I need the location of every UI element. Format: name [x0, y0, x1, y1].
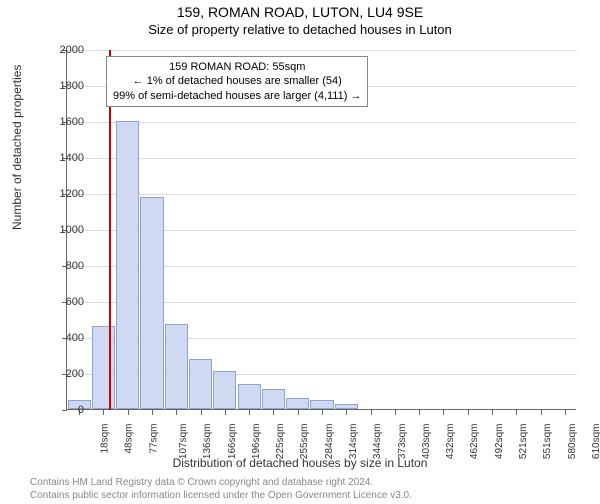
xtick-label: 48sqm [124, 424, 135, 454]
histogram-bar [335, 404, 358, 409]
xtick-label: 462sqm [470, 424, 481, 460]
xtick-mark [443, 410, 444, 415]
annotation-line3: 99% of semi-detached houses are larger (… [113, 89, 361, 103]
xtick-mark [273, 410, 274, 415]
gridline [67, 158, 577, 159]
xtick-label: 284sqm [324, 424, 335, 460]
ytick-label: 600 [44, 296, 84, 308]
xtick-mark [298, 410, 299, 415]
ytick-label: 1400 [44, 152, 84, 164]
ytick-label: 0 [44, 404, 84, 416]
xtick-mark [565, 410, 566, 415]
xtick-mark [322, 410, 323, 415]
xtick-label: 403sqm [421, 424, 432, 460]
gridline [67, 50, 577, 51]
xtick-mark [176, 410, 177, 415]
footnote-line1: Contains HM Land Registry data © Crown c… [30, 476, 412, 489]
x-axis-label: Distribution of detached houses by size … [0, 456, 600, 470]
page-title: 159, ROMAN ROAD, LUTON, LU4 9SE [0, 4, 600, 20]
xtick-label: 344sqm [372, 424, 383, 460]
xtick-mark [516, 410, 517, 415]
xtick-mark [249, 410, 250, 415]
histogram-bar [140, 197, 163, 409]
gridline [67, 194, 577, 195]
annotation-line2: ← 1% of detached houses are smaller (54) [113, 74, 361, 88]
xtick-mark [201, 410, 202, 415]
histogram-bar [310, 400, 333, 409]
xtick-label: 166sqm [227, 424, 238, 460]
xtick-mark [419, 410, 420, 415]
histogram-bar [165, 324, 188, 409]
ytick-label: 1200 [44, 188, 84, 200]
xtick-label: 196sqm [251, 424, 262, 460]
xtick-mark [541, 410, 542, 415]
xtick-mark [395, 410, 396, 415]
annotation-line1: 159 ROMAN ROAD: 55sqm [113, 60, 361, 74]
footnote-line2: Contains public sector information licen… [30, 489, 412, 502]
xtick-mark [128, 410, 129, 415]
histogram-bar [213, 371, 236, 409]
page-subtitle: Size of property relative to detached ho… [0, 22, 600, 37]
y-axis-label: Number of detached properties [10, 65, 24, 230]
xtick-mark [225, 410, 226, 415]
ytick-label: 2000 [44, 44, 84, 56]
xtick-mark [468, 410, 469, 415]
xtick-label: 225sqm [275, 424, 286, 460]
chart-area: 18sqm48sqm77sqm107sqm136sqm166sqm196sqm2… [66, 50, 576, 410]
histogram-bar [116, 121, 139, 409]
xtick-label: 314sqm [348, 424, 359, 460]
xtick-label: 18sqm [100, 424, 111, 454]
histogram-bar [92, 326, 115, 409]
xtick-label: 521sqm [518, 424, 529, 460]
xtick-label: 373sqm [397, 424, 408, 460]
xtick-label: 107sqm [178, 424, 189, 460]
gridline [67, 122, 577, 123]
ytick-label: 200 [44, 368, 84, 380]
footnote: Contains HM Land Registry data © Crown c… [30, 476, 412, 502]
xtick-mark [371, 410, 372, 415]
ytick-label: 800 [44, 260, 84, 272]
ytick-label: 400 [44, 332, 84, 344]
xtick-label: 492sqm [494, 424, 505, 460]
annotation-box: 159 ROMAN ROAD: 55sqm ← 1% of detached h… [106, 56, 368, 107]
xtick-mark [152, 410, 153, 415]
xtick-mark [103, 410, 104, 415]
xtick-label: 551sqm [542, 424, 553, 460]
xtick-label: 580sqm [567, 424, 578, 460]
ytick-label: 1000 [44, 224, 84, 236]
xtick-mark [346, 410, 347, 415]
xtick-mark [492, 410, 493, 415]
xtick-label: 432sqm [445, 424, 456, 460]
histogram-bar [262, 389, 285, 409]
xtick-label: 610sqm [591, 424, 600, 460]
histogram-bar [189, 359, 212, 409]
ytick-label: 1600 [44, 116, 84, 128]
xtick-label: 77sqm [148, 424, 159, 454]
histogram-bar [286, 398, 309, 409]
xtick-label: 255sqm [300, 424, 311, 460]
xtick-label: 136sqm [202, 424, 213, 460]
ytick-label: 1800 [44, 80, 84, 92]
histogram-bar [238, 384, 261, 409]
